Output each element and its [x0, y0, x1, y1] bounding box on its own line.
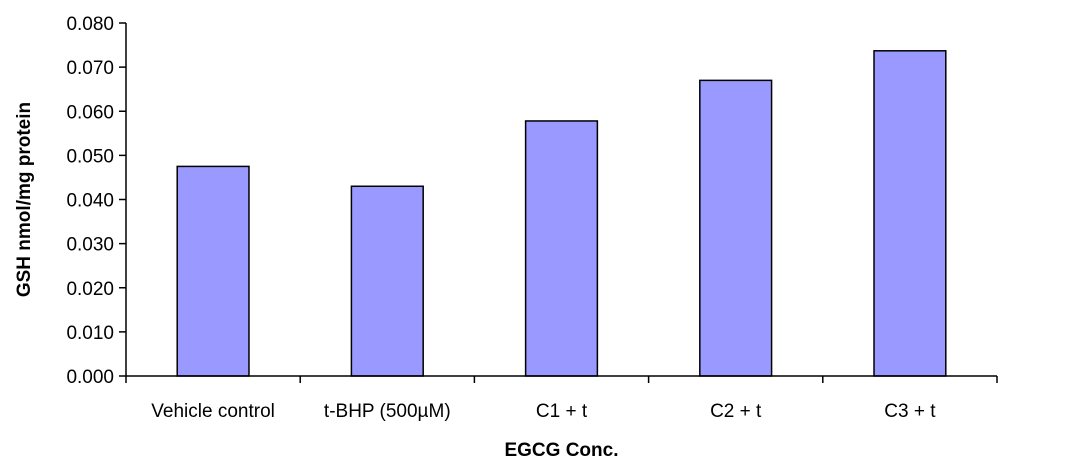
y-ticks: 0.000 0.010 0.020 0.030 0.040 0.050 0.060 0.070…	[66, 14, 126, 388]
bar	[699, 79, 773, 377]
x-tick-label: Vehicle control	[151, 401, 275, 422]
bars	[176, 50, 947, 377]
y-tick-label: 0.030	[66, 235, 114, 256]
y-tick-label: 0.060	[66, 102, 114, 123]
bar	[873, 50, 947, 377]
y-tick-label: 0.020	[66, 279, 114, 300]
y-tick-label: 0.050	[66, 146, 114, 167]
y-tick-label: 0.040	[66, 191, 114, 212]
y-axis-title: GSH nmol/mg protein	[14, 102, 35, 297]
x-axis-title: EGCG Conc.	[504, 440, 618, 461]
x-tick-label: C1 + t	[536, 401, 588, 422]
bar	[350, 185, 424, 377]
x-ticks: Vehicle control t-BHP (500µM) C1 + t C2 + t…	[125, 376, 998, 422]
y-tick-label: 0.010	[66, 323, 114, 344]
y-tick-label: 0.080	[66, 14, 114, 35]
bar	[524, 120, 599, 377]
y-tick-label: 0.070	[66, 58, 114, 79]
x-tick-label: C2 + t	[710, 401, 762, 422]
x-tick-label: t-BHP (500µM)	[324, 401, 451, 422]
y-tick-label: 0.000	[66, 367, 114, 388]
x-tick-label: C3 + t	[884, 401, 936, 422]
bar	[176, 165, 250, 377]
